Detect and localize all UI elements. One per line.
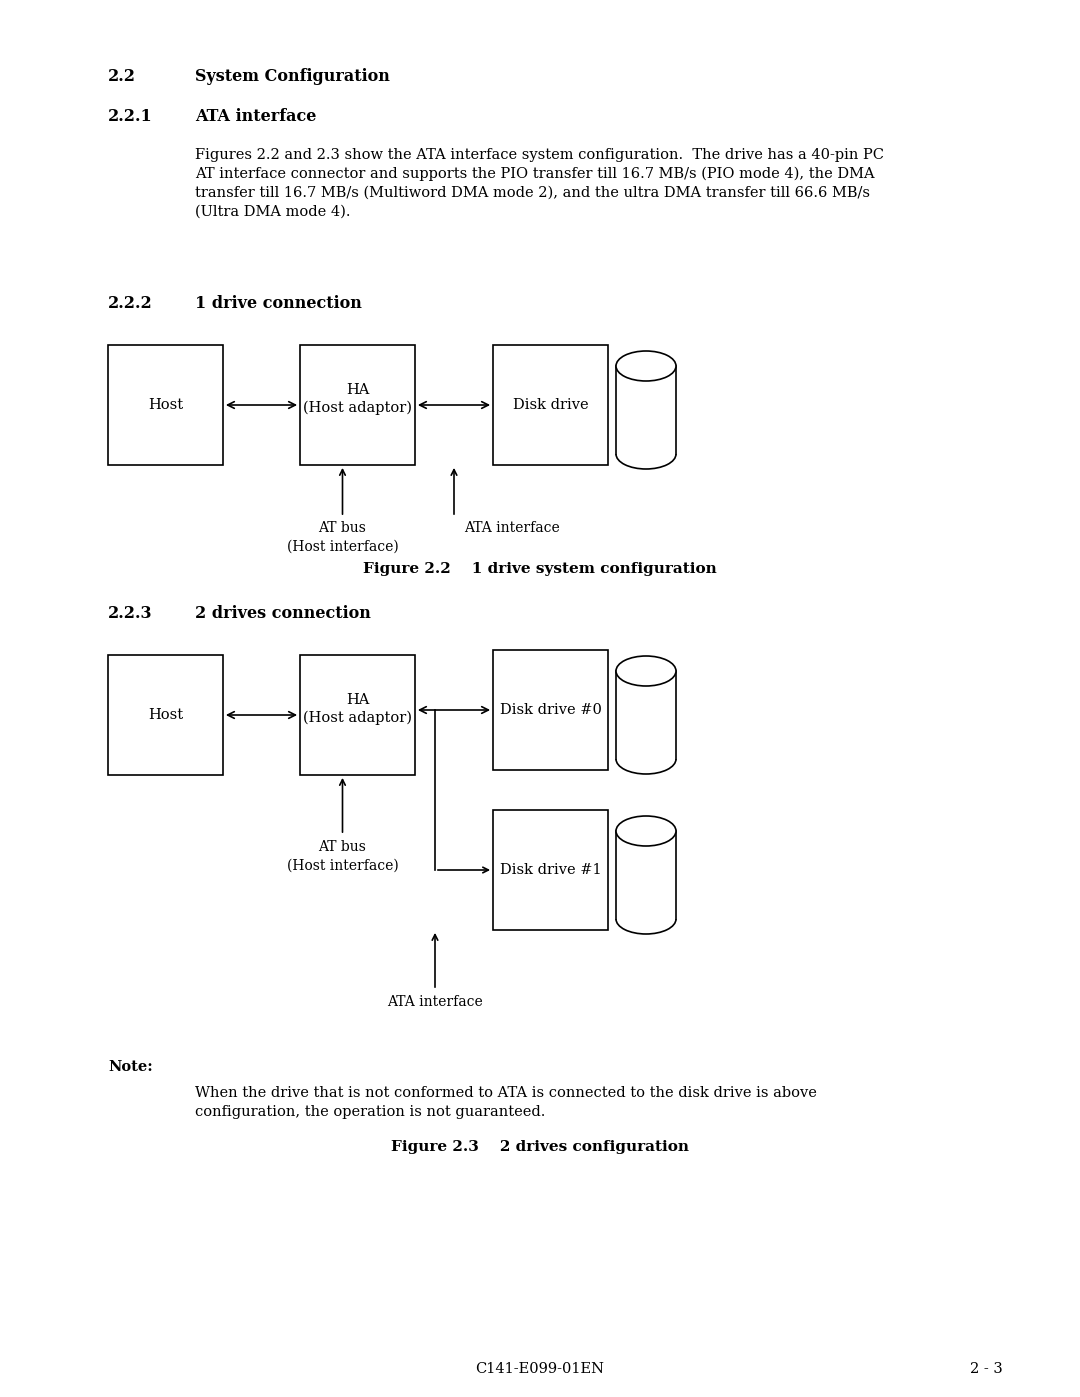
Text: When the drive that is not conformed to ATA is connected to the disk drive is ab: When the drive that is not conformed to … [195, 1085, 816, 1099]
Text: Figure 2.2    1 drive system configuration: Figure 2.2 1 drive system configuration [363, 562, 717, 576]
Bar [616, 831, 676, 919]
Text: Figures 2.2 and 2.3 show the ATA interface system configuration.  The drive has : Figures 2.2 and 2.3 show the ATA interfa… [195, 148, 885, 162]
Text: Disk drive #1: Disk drive #1 [500, 863, 602, 877]
Text: 2.2.2: 2.2.2 [108, 295, 152, 312]
Bar [492, 650, 608, 770]
Text: Note:: Note: [108, 1060, 152, 1074]
Bar [300, 655, 415, 775]
Bar [108, 655, 222, 775]
Text: HA
(Host adaptor): HA (Host adaptor) [303, 383, 411, 415]
Text: Host: Host [148, 708, 184, 722]
Text: Figure 2.3    2 drives configuration: Figure 2.3 2 drives configuration [391, 1140, 689, 1154]
Bar [108, 345, 222, 465]
Text: ATA interface: ATA interface [387, 995, 483, 1009]
Bar [492, 810, 608, 930]
Text: C141-E099-01EN: C141-E099-01EN [475, 1362, 605, 1376]
Text: 2.2.1: 2.2.1 [108, 108, 152, 124]
Text: Host: Host [148, 398, 184, 412]
Text: (Ultra DMA mode 4).: (Ultra DMA mode 4). [195, 205, 351, 219]
Text: Disk drive: Disk drive [513, 398, 589, 412]
Text: Disk drive #0: Disk drive #0 [500, 703, 602, 717]
Text: AT interface connector and supports the PIO transfer till 16.7 MB/s (PIO mode 4): AT interface connector and supports the … [195, 168, 875, 182]
Bar [300, 345, 415, 465]
Text: System Configuration: System Configuration [195, 68, 390, 85]
Bar [492, 345, 608, 465]
Text: 2 drives connection: 2 drives connection [195, 605, 370, 622]
Ellipse shape [616, 816, 676, 847]
Text: AT bus
(Host interface): AT bus (Host interface) [286, 521, 399, 553]
Bar [616, 671, 676, 759]
Text: 2.2.3: 2.2.3 [108, 605, 152, 622]
Text: 2 - 3: 2 - 3 [970, 1362, 1002, 1376]
Text: 1 drive connection: 1 drive connection [195, 295, 362, 312]
Text: HA
(Host adaptor): HA (Host adaptor) [303, 693, 411, 725]
Text: configuration, the operation is not guaranteed.: configuration, the operation is not guar… [195, 1105, 545, 1119]
Text: transfer till 16.7 MB/s (Multiword DMA mode 2), and the ultra DMA transfer till : transfer till 16.7 MB/s (Multiword DMA m… [195, 186, 870, 200]
Text: ATA interface: ATA interface [195, 108, 316, 124]
Text: 2.2: 2.2 [108, 68, 136, 85]
Text: ATA interface: ATA interface [464, 521, 559, 535]
Bar [616, 366, 676, 454]
Text: AT bus
(Host interface): AT bus (Host interface) [286, 840, 399, 872]
Ellipse shape [616, 657, 676, 686]
Ellipse shape [616, 351, 676, 381]
